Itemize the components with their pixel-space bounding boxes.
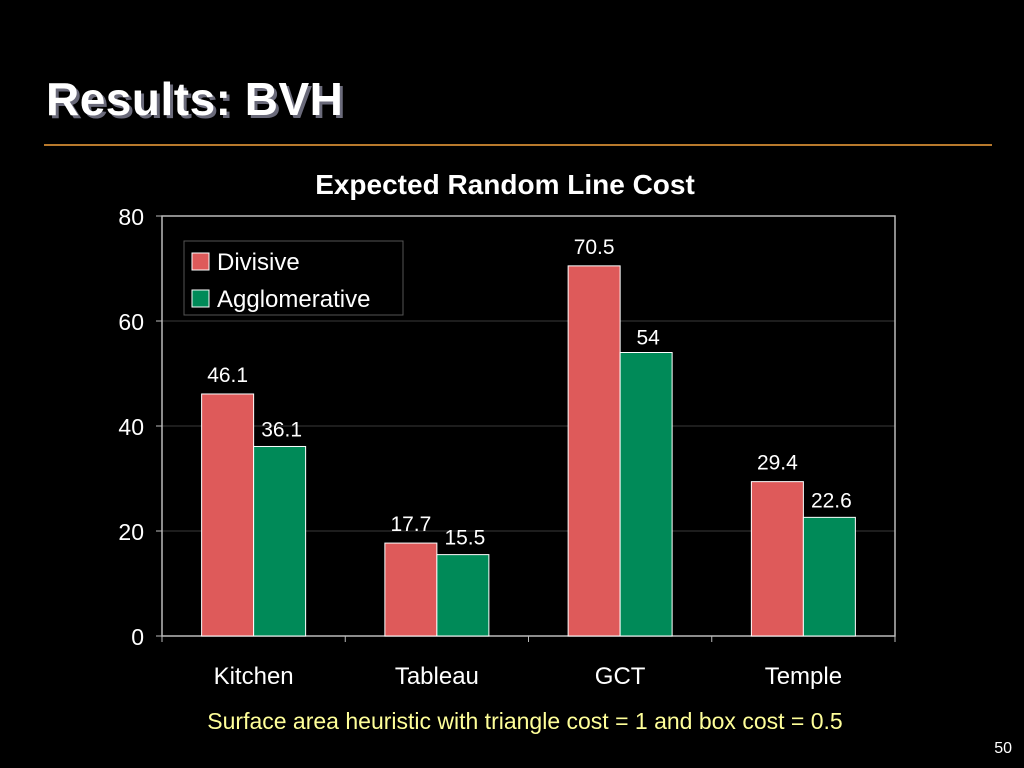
data-label: 22.6 (811, 489, 852, 512)
title-divider (44, 144, 992, 146)
data-label: 29.4 (757, 452, 798, 475)
slide-caption: Surface area heuristic with triangle cos… (207, 708, 843, 734)
bar-divisive-kitchen (201, 393, 255, 637)
data-label: 15.5 (444, 527, 485, 550)
bar-agglomerative-temple (802, 516, 856, 637)
bar-divisive-tableau (384, 542, 438, 637)
bar-agglomerative-kitchen (253, 445, 307, 637)
data-label: 36.1 (261, 418, 302, 441)
y-tick-label: 60 (118, 309, 144, 335)
bar-agglomerative-tableau (436, 554, 490, 637)
x-tick-label: Temple (765, 663, 842, 690)
x-tick-label: GCT (595, 663, 646, 690)
legend-label: Agglomerative (217, 286, 370, 313)
bar-divisive-temple (750, 481, 804, 637)
y-tick-label: 40 (118, 414, 144, 440)
data-label: 70.5 (574, 236, 615, 259)
data-label: 54 (636, 327, 660, 350)
y-tick-label: 20 (118, 519, 144, 545)
y-tick-label: 80 (118, 204, 144, 230)
slide-title: Results: BVH (46, 73, 344, 125)
x-tick-label: Tableau (395, 663, 479, 690)
bar-divisive-gct (567, 265, 621, 637)
data-label: 17.7 (390, 513, 431, 536)
data-label: 46.1 (207, 364, 248, 387)
legend-swatch-agglomerative (191, 289, 210, 308)
x-tick-label: Kitchen (214, 663, 294, 690)
legend-label: Divisive (217, 249, 300, 276)
legend-box (183, 240, 404, 316)
chart-title: Expected Random Line Cost (315, 169, 695, 200)
bar-agglomerative-gct (619, 352, 673, 637)
page-number: 50 (994, 740, 1012, 757)
y-tick-label: 0 (131, 624, 144, 650)
legend-swatch-divisive (191, 252, 210, 271)
